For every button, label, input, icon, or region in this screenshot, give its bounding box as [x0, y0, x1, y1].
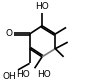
- Text: HO: HO: [37, 70, 51, 79]
- Text: O: O: [6, 29, 13, 39]
- Text: OH: OH: [3, 72, 16, 81]
- Text: HO: HO: [35, 2, 49, 11]
- Text: HO: HO: [16, 70, 30, 79]
